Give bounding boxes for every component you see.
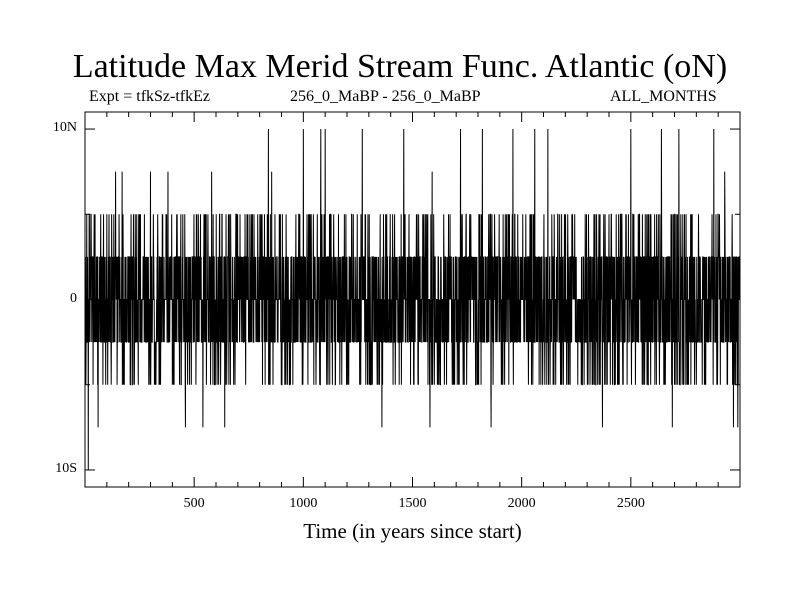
axis-ticks	[85, 112, 740, 487]
chart-title: Latitude Max Merid Stream Func. Atlantic…	[72, 48, 728, 85]
x-tick-label: 1000	[289, 496, 318, 511]
series-path	[84, 129, 740, 470]
series-line	[84, 129, 740, 470]
x-tick-label: 2500	[616, 496, 645, 511]
x-tick-label: 500	[183, 496, 205, 511]
x-tick-label: 1500	[398, 496, 427, 511]
x-axis-label: Time (in years since start)	[303, 519, 522, 543]
subtitle-expt: Expt = tfkSz-tfkEz	[89, 88, 210, 105]
y-tick-label: 10N	[52, 120, 77, 136]
x-tick-label: 2000	[507, 496, 536, 511]
y-tick-label: 10S	[55, 460, 77, 476]
subtitle-period: 256_0_MaBP - 256_0_MaBP	[290, 88, 481, 105]
subtitle-months: ALL_MONTHS	[610, 88, 717, 105]
y-tick-label: 0	[70, 290, 77, 306]
